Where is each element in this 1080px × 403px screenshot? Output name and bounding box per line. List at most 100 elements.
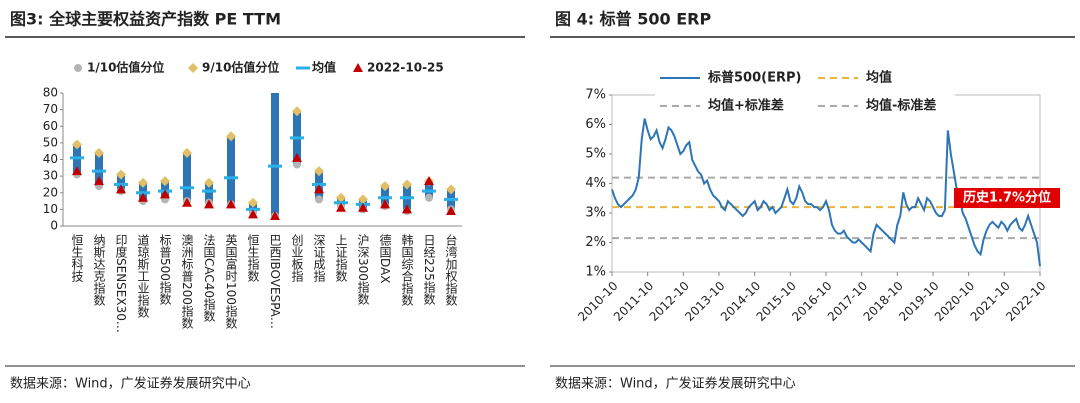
x-tick-label: 标普500指数 bbox=[158, 234, 172, 306]
y-tick-label: 70 bbox=[43, 102, 58, 116]
marker-triangle bbox=[380, 199, 390, 209]
marker-dash bbox=[180, 186, 194, 190]
x-tick-label: 沪深300指数 bbox=[356, 234, 370, 306]
marker-dash bbox=[290, 136, 304, 140]
x-tick-label: 法国CAC40指数 bbox=[202, 234, 216, 323]
annotation: 历史1.7%分位 bbox=[963, 190, 1051, 206]
y-tick-label: 0 bbox=[50, 219, 58, 233]
marker-triangle bbox=[160, 189, 170, 199]
y-tick-label: 20 bbox=[43, 185, 58, 199]
y-tick-label: 7% bbox=[585, 88, 606, 103]
marker-dash bbox=[92, 169, 106, 173]
marker-dash bbox=[422, 189, 436, 193]
x-tick-label: 上证指数 bbox=[334, 234, 348, 283]
x-tick-label: 道琼斯工业指数 bbox=[136, 234, 150, 319]
marker-diamond bbox=[72, 139, 82, 150]
source: 数据来源：Wind，广发证券发展研究中心 bbox=[10, 376, 251, 392]
marker-dash bbox=[378, 196, 392, 200]
marker-triangle bbox=[116, 184, 126, 194]
y-tick-label: 10 bbox=[43, 202, 58, 216]
marker-diamond bbox=[160, 176, 170, 187]
legend-label: 均值 bbox=[866, 70, 892, 86]
marker-circle bbox=[293, 160, 301, 169]
marker-triangle bbox=[314, 184, 324, 194]
marker-dash bbox=[268, 164, 282, 168]
marker-diamond bbox=[336, 192, 346, 203]
marker-dash bbox=[224, 176, 238, 180]
x-tick-label: 澳洲标普200指数 bbox=[180, 234, 194, 330]
marker-diamond bbox=[446, 184, 456, 195]
legend-label: 2022-10-25 bbox=[367, 61, 444, 75]
x-tick-label: 创业板指 bbox=[290, 234, 304, 283]
chart-title: 图 4: 标普 500 ERP bbox=[555, 10, 711, 29]
range-bar bbox=[183, 152, 191, 202]
marker-dash bbox=[70, 156, 84, 160]
range-bar bbox=[271, 93, 279, 217]
y-tick-label: 1% bbox=[585, 265, 606, 280]
marker-diamond bbox=[380, 181, 390, 192]
legend-label: 9/10估值分位 bbox=[202, 60, 279, 75]
marker-diamond bbox=[226, 131, 236, 142]
marker-triangle bbox=[226, 199, 236, 209]
marker-triangle bbox=[204, 199, 214, 209]
marker-triangle bbox=[72, 166, 82, 176]
y-tick-label: 60 bbox=[43, 119, 58, 133]
marker-diamond bbox=[314, 166, 324, 177]
marker-circle bbox=[315, 195, 323, 204]
marker-diamond bbox=[116, 169, 126, 180]
marker-diamond bbox=[204, 177, 214, 188]
marker-circle bbox=[74, 64, 82, 72]
legend-label: 均值 bbox=[312, 60, 336, 75]
legend-label: 均值+标准差 bbox=[708, 98, 784, 114]
x-tick-label: 恒生指数 bbox=[246, 234, 260, 283]
plot-frame bbox=[611, 94, 1041, 273]
x-tick-label: 纳斯达克指数 bbox=[92, 234, 106, 307]
y-tick-label: 3% bbox=[585, 206, 606, 221]
y-tick-label: 80 bbox=[43, 86, 58, 100]
y-tick-label: 40 bbox=[43, 152, 58, 166]
left-plot bbox=[70, 93, 458, 221]
marker-dash bbox=[296, 66, 310, 70]
legend-label: 均值-标准差 bbox=[866, 98, 936, 114]
line bbox=[611, 118, 1041, 267]
range-bar bbox=[381, 186, 389, 207]
source: 数据来源：Wind，广发证券发展研究中心 bbox=[555, 376, 796, 392]
marker-triangle bbox=[270, 211, 280, 221]
x-tick-label: 德国DAX bbox=[378, 233, 392, 284]
legend-bg bbox=[655, 66, 955, 116]
marker-diamond bbox=[248, 197, 258, 208]
range-bar bbox=[205, 182, 213, 203]
x-tick-label: 深证成指 bbox=[312, 234, 326, 283]
y-tick-label: 2% bbox=[585, 235, 606, 250]
legend-label: 1/10估值分位 bbox=[87, 60, 164, 75]
marker-triangle bbox=[336, 202, 346, 212]
y-tick-label: 50 bbox=[43, 135, 58, 149]
y-tick-label: 30 bbox=[43, 169, 58, 183]
chart-title: 图3: 全球主要权益资产指数 PE TTM bbox=[10, 10, 281, 29]
range-bar bbox=[227, 136, 235, 205]
marker-triangle bbox=[138, 192, 148, 202]
range-bar bbox=[425, 181, 433, 198]
range-bar bbox=[117, 174, 125, 192]
marker-dash bbox=[444, 197, 458, 201]
range-bar bbox=[73, 144, 81, 175]
marker-diamond bbox=[292, 106, 302, 117]
y-tick-label: 4% bbox=[585, 176, 606, 191]
marker-diamond bbox=[402, 179, 412, 190]
annotation-box bbox=[954, 188, 1060, 208]
marker-diamond bbox=[94, 147, 104, 158]
x-tick-label: 2022-10 bbox=[1003, 279, 1048, 324]
y-tick-label: 5% bbox=[585, 147, 606, 162]
x-tick-label: 日经225指数 bbox=[422, 234, 436, 305]
marker-triangle bbox=[248, 209, 258, 219]
x-tick-label: 恒生科技 bbox=[70, 234, 84, 282]
marker-triangle bbox=[94, 176, 104, 186]
marker-dash bbox=[400, 196, 414, 200]
x-tick-label: 印度SENSEX30… bbox=[114, 234, 128, 333]
x-tick-label: 英国富时100指数 bbox=[224, 234, 238, 330]
x-tick-label: 巴西IBOVESPA… bbox=[268, 234, 282, 329]
marker-triangle bbox=[424, 176, 434, 186]
marker-circle bbox=[425, 193, 433, 202]
marker-triangle bbox=[402, 204, 412, 214]
